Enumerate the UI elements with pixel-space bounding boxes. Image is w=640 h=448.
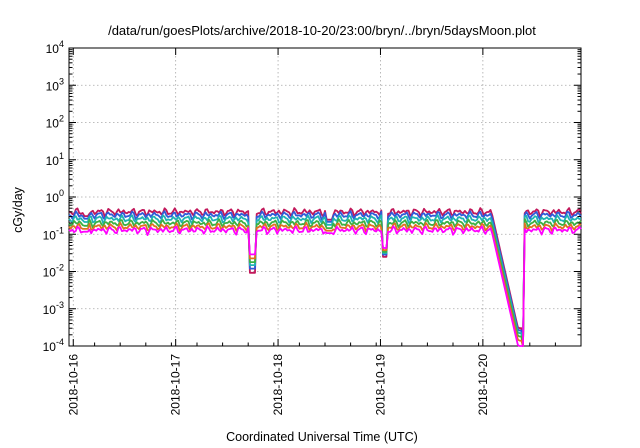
- plot-area: [68, 47, 582, 347]
- series-line: [68, 225, 582, 347]
- x-tick-label: 2018-10-16: [66, 354, 80, 416]
- x-axis-tick-labels: 2018-10-16 2018-10-17 2018-10-18 2018-10-19…: [66, 354, 490, 416]
- y-tick-label: 100: [46, 188, 64, 205]
- x-axis-label: Coordinated Universal Time (UTC): [226, 430, 418, 444]
- y-tick-label: 10-3: [43, 300, 64, 317]
- y-tick-label: 102: [46, 114, 64, 131]
- x-tick-label: 2018-10-18: [271, 354, 285, 416]
- y-tick-label: 103: [46, 76, 64, 93]
- y-tick-label: 104: [46, 39, 64, 56]
- y-tick-label: 10-2: [43, 263, 64, 280]
- y-tick-label: 101: [46, 151, 64, 168]
- series-line: [68, 213, 582, 347]
- tick-layer: [69, 47, 581, 347]
- grid-layer: [69, 48, 581, 346]
- x-tick-label: 2018-10-17: [169, 354, 183, 416]
- y-axis-label: cGy/day: [11, 186, 25, 233]
- chart-title: /data/run/goesPlots/archive/2018-10-20/2…: [108, 23, 536, 38]
- x-tick-label: 2018-10-19: [373, 354, 387, 416]
- y-tick-label: 10-4: [43, 337, 64, 354]
- y-axis-tick-labels: 10-4 10-3 10-2 10-1 100 101 102 103 104: [43, 39, 64, 354]
- y-tick-label: 10-1: [43, 225, 64, 242]
- series-layer: [68, 207, 582, 347]
- x-tick-label: 2018-10-20: [476, 354, 490, 416]
